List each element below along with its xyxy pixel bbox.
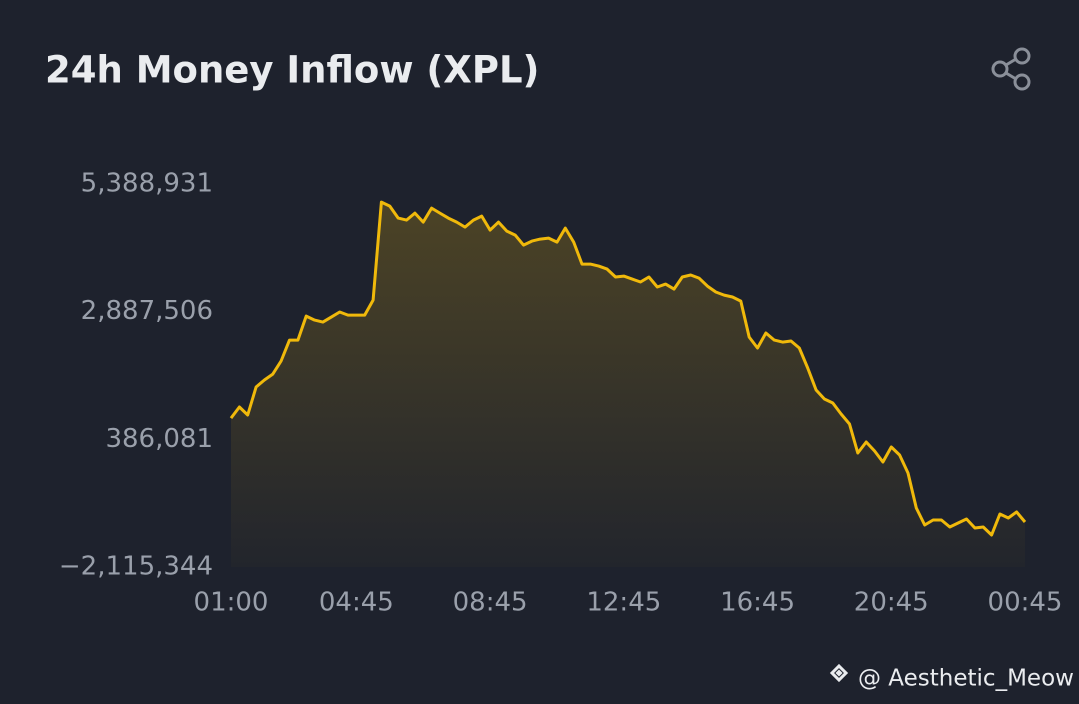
line — [229, 200, 1027, 537]
y-tick-label: −2,115,344 — [59, 552, 213, 582]
watermark-logo — [829, 663, 849, 683]
x-tick-label: 16:45 — [720, 588, 795, 618]
x-tick-label: 08:45 — [453, 588, 528, 618]
y-tick-label: 5,388,931 — [81, 169, 213, 199]
chart-title: 24h Money Inflow (XPL) — [45, 49, 539, 92]
watermark: @ Aesthetic_Meow — [858, 666, 1074, 692]
share-icon[interactable] — [991, 47, 1031, 91]
x-tick-label: 01:00 — [194, 588, 269, 618]
area — [231, 202, 1025, 567]
x-tick-label: 00:45 — [988, 588, 1063, 618]
x-tick-label: 20:45 — [854, 588, 929, 618]
y-tick-label: 2,887,506 — [81, 296, 213, 326]
x-tick-label: 12:45 — [586, 588, 661, 618]
x-tick-label: 04:45 — [319, 588, 394, 618]
y-tick-label: 386,081 — [105, 424, 213, 454]
